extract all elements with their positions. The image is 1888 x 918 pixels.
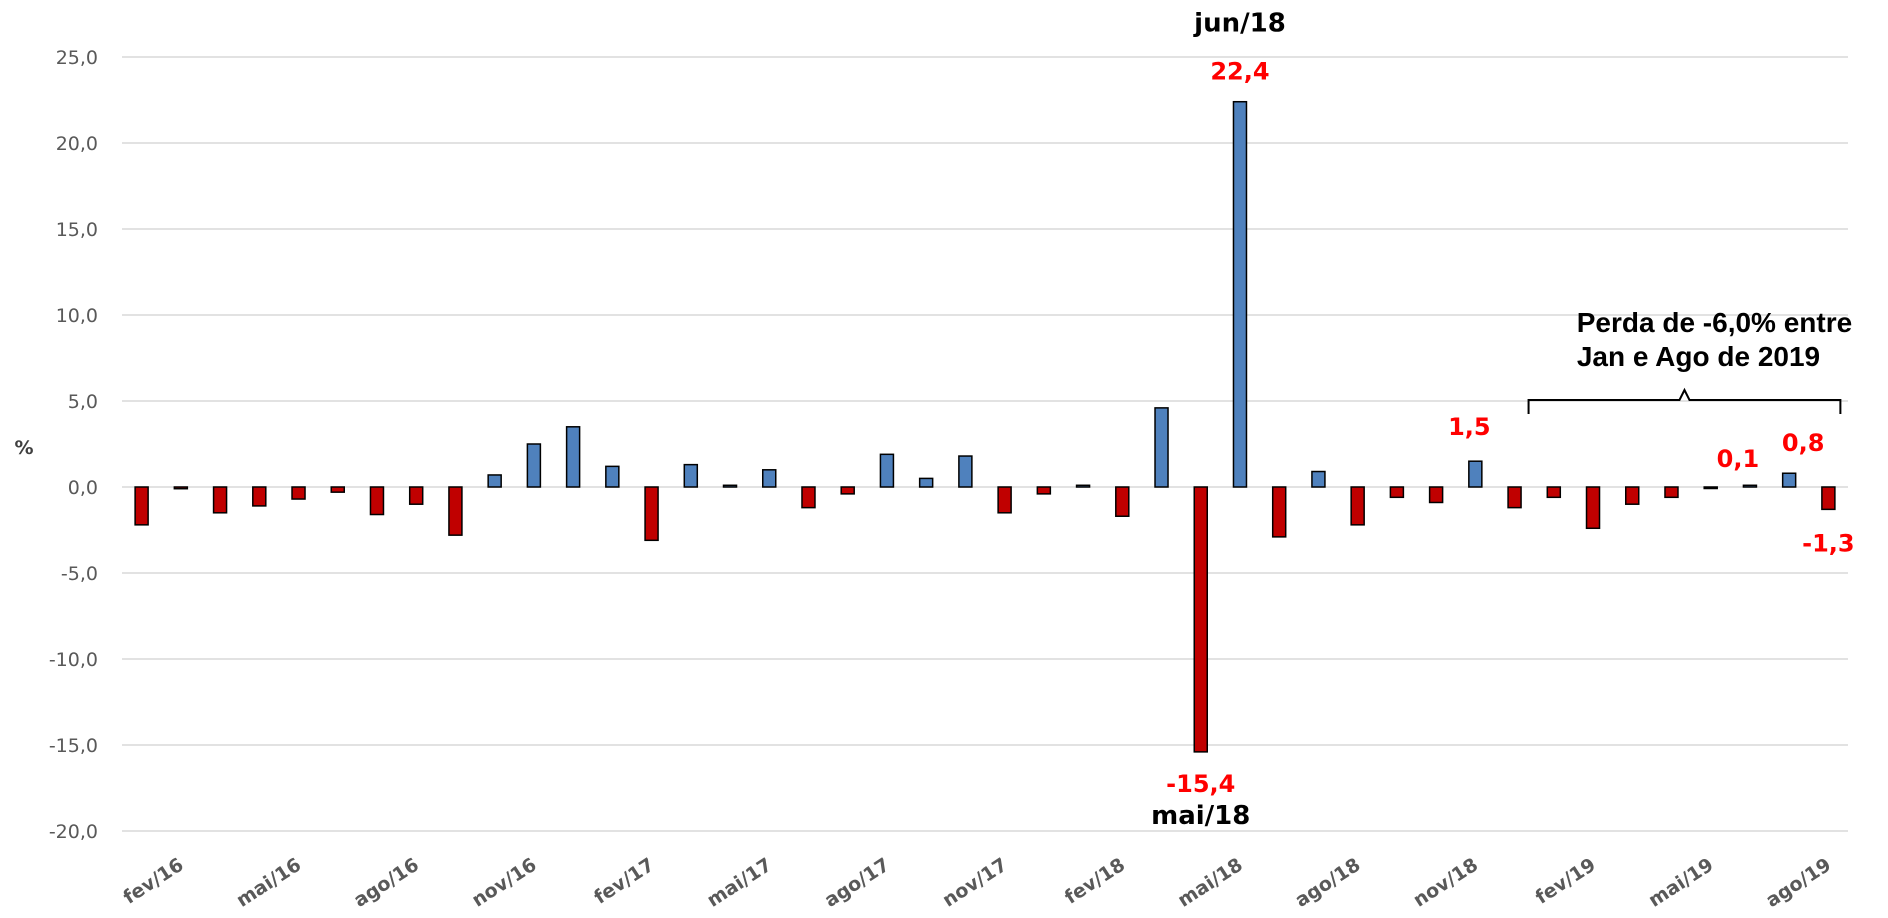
month-label: jun/18 [1193,9,1286,39]
data-label: -1,3 [1802,529,1854,557]
x-axis: fev/16 mai/16 ago/16 nov/16 fev/17 mai/17 ago/… [119,854,1835,912]
bars [134,100,1836,753]
x-tick-label: ago/16 [350,854,423,912]
bar [1507,486,1522,509]
y-tick-label: 5,0 [68,391,98,413]
bar [1664,486,1679,499]
bar [1821,486,1836,511]
y-tick-label: 25,0 [56,47,98,69]
bar [1428,486,1444,504]
bar [918,477,934,488]
bar [330,486,345,493]
bar [448,486,463,536]
bar [565,426,581,488]
y-axis-label: % [14,437,33,459]
x-tick-label: ago/18 [1291,854,1364,912]
y-tick-label: 15,0 [56,219,98,241]
bar [762,469,777,488]
y-axis: 25,0 20,0 15,0 10,0 5,0 0,0 -5,0 -10,0 -15,0 -20,… [49,47,98,843]
bar [1389,486,1405,499]
bar [1742,484,1758,488]
data-label: 0,1 [1717,445,1760,473]
bar [291,486,306,500]
bar [1232,100,1248,488]
annotation-line-1: Perda de -6,0% entre [1577,307,1852,338]
bar [1703,486,1718,490]
bar [1115,486,1130,517]
annotation: Perda de -6,0% entre Jan e Ago de 2019 [1527,307,1852,414]
y-tick-label: 20,0 [56,133,98,155]
bar [1350,486,1365,526]
bar [369,486,385,516]
bar [958,455,973,488]
bar [526,443,542,488]
bar [1781,472,1797,488]
x-tick-label: fev/17 [590,854,658,909]
bar [173,486,189,490]
bar [134,486,149,526]
bar [1154,407,1169,488]
bar [722,484,738,488]
x-tick-label: ago/17 [821,854,894,912]
bar [487,474,502,488]
x-tick-label: mai/18 [1174,854,1247,912]
grid-lines [122,56,1848,832]
x-tick-label: mai/19 [1645,854,1718,912]
bar [1271,486,1287,538]
bar [1585,486,1601,530]
y-tick-label: -15,0 [49,735,98,757]
bar [212,486,228,514]
y-tick-label: -5,0 [61,563,98,585]
bar [1193,486,1208,753]
annotation-brace [1527,387,1842,414]
x-tick-label: ago/19 [1762,854,1835,912]
y-tick-label: -20,0 [49,821,98,843]
data-label: 0,8 [1782,429,1825,457]
y-tick-label: 10,0 [56,305,98,327]
bar [683,463,699,488]
x-tick-label: nov/18 [1409,854,1482,912]
x-tick-label: fev/16 [119,854,187,909]
bar [252,486,267,507]
bar [644,486,659,542]
bar [1546,486,1562,499]
x-tick-label: fev/19 [1532,854,1600,909]
bar [1075,484,1091,488]
bar [801,486,816,509]
data-label: -15,4 [1166,770,1235,798]
x-tick-label: mai/17 [703,854,776,912]
annotation-line-2: Jan e Ago de 2019 [1577,341,1820,372]
y-tick-label: 0,0 [68,477,98,499]
bar [997,486,1012,514]
bar [605,465,620,488]
data-label: 1,5 [1448,413,1491,441]
bar [840,486,855,495]
bar [408,486,424,505]
x-tick-label: nov/16 [468,854,541,912]
x-tick-label: nov/17 [939,854,1012,912]
data-labels: -15,4 22,4 1,5 0,1 0,8 -1,3 jun/18 mai/18 [1151,9,1854,831]
data-label: 22,4 [1210,58,1269,86]
bar [1468,460,1483,488]
bar [1625,486,1640,505]
month-label: mai/18 [1151,801,1250,831]
bar [879,453,895,488]
bar [1311,470,1326,488]
bar [1036,486,1052,495]
x-tick-label: fev/18 [1061,854,1129,909]
y-tick-label: -10,0 [49,649,98,671]
x-tick-label: mai/16 [232,854,305,912]
